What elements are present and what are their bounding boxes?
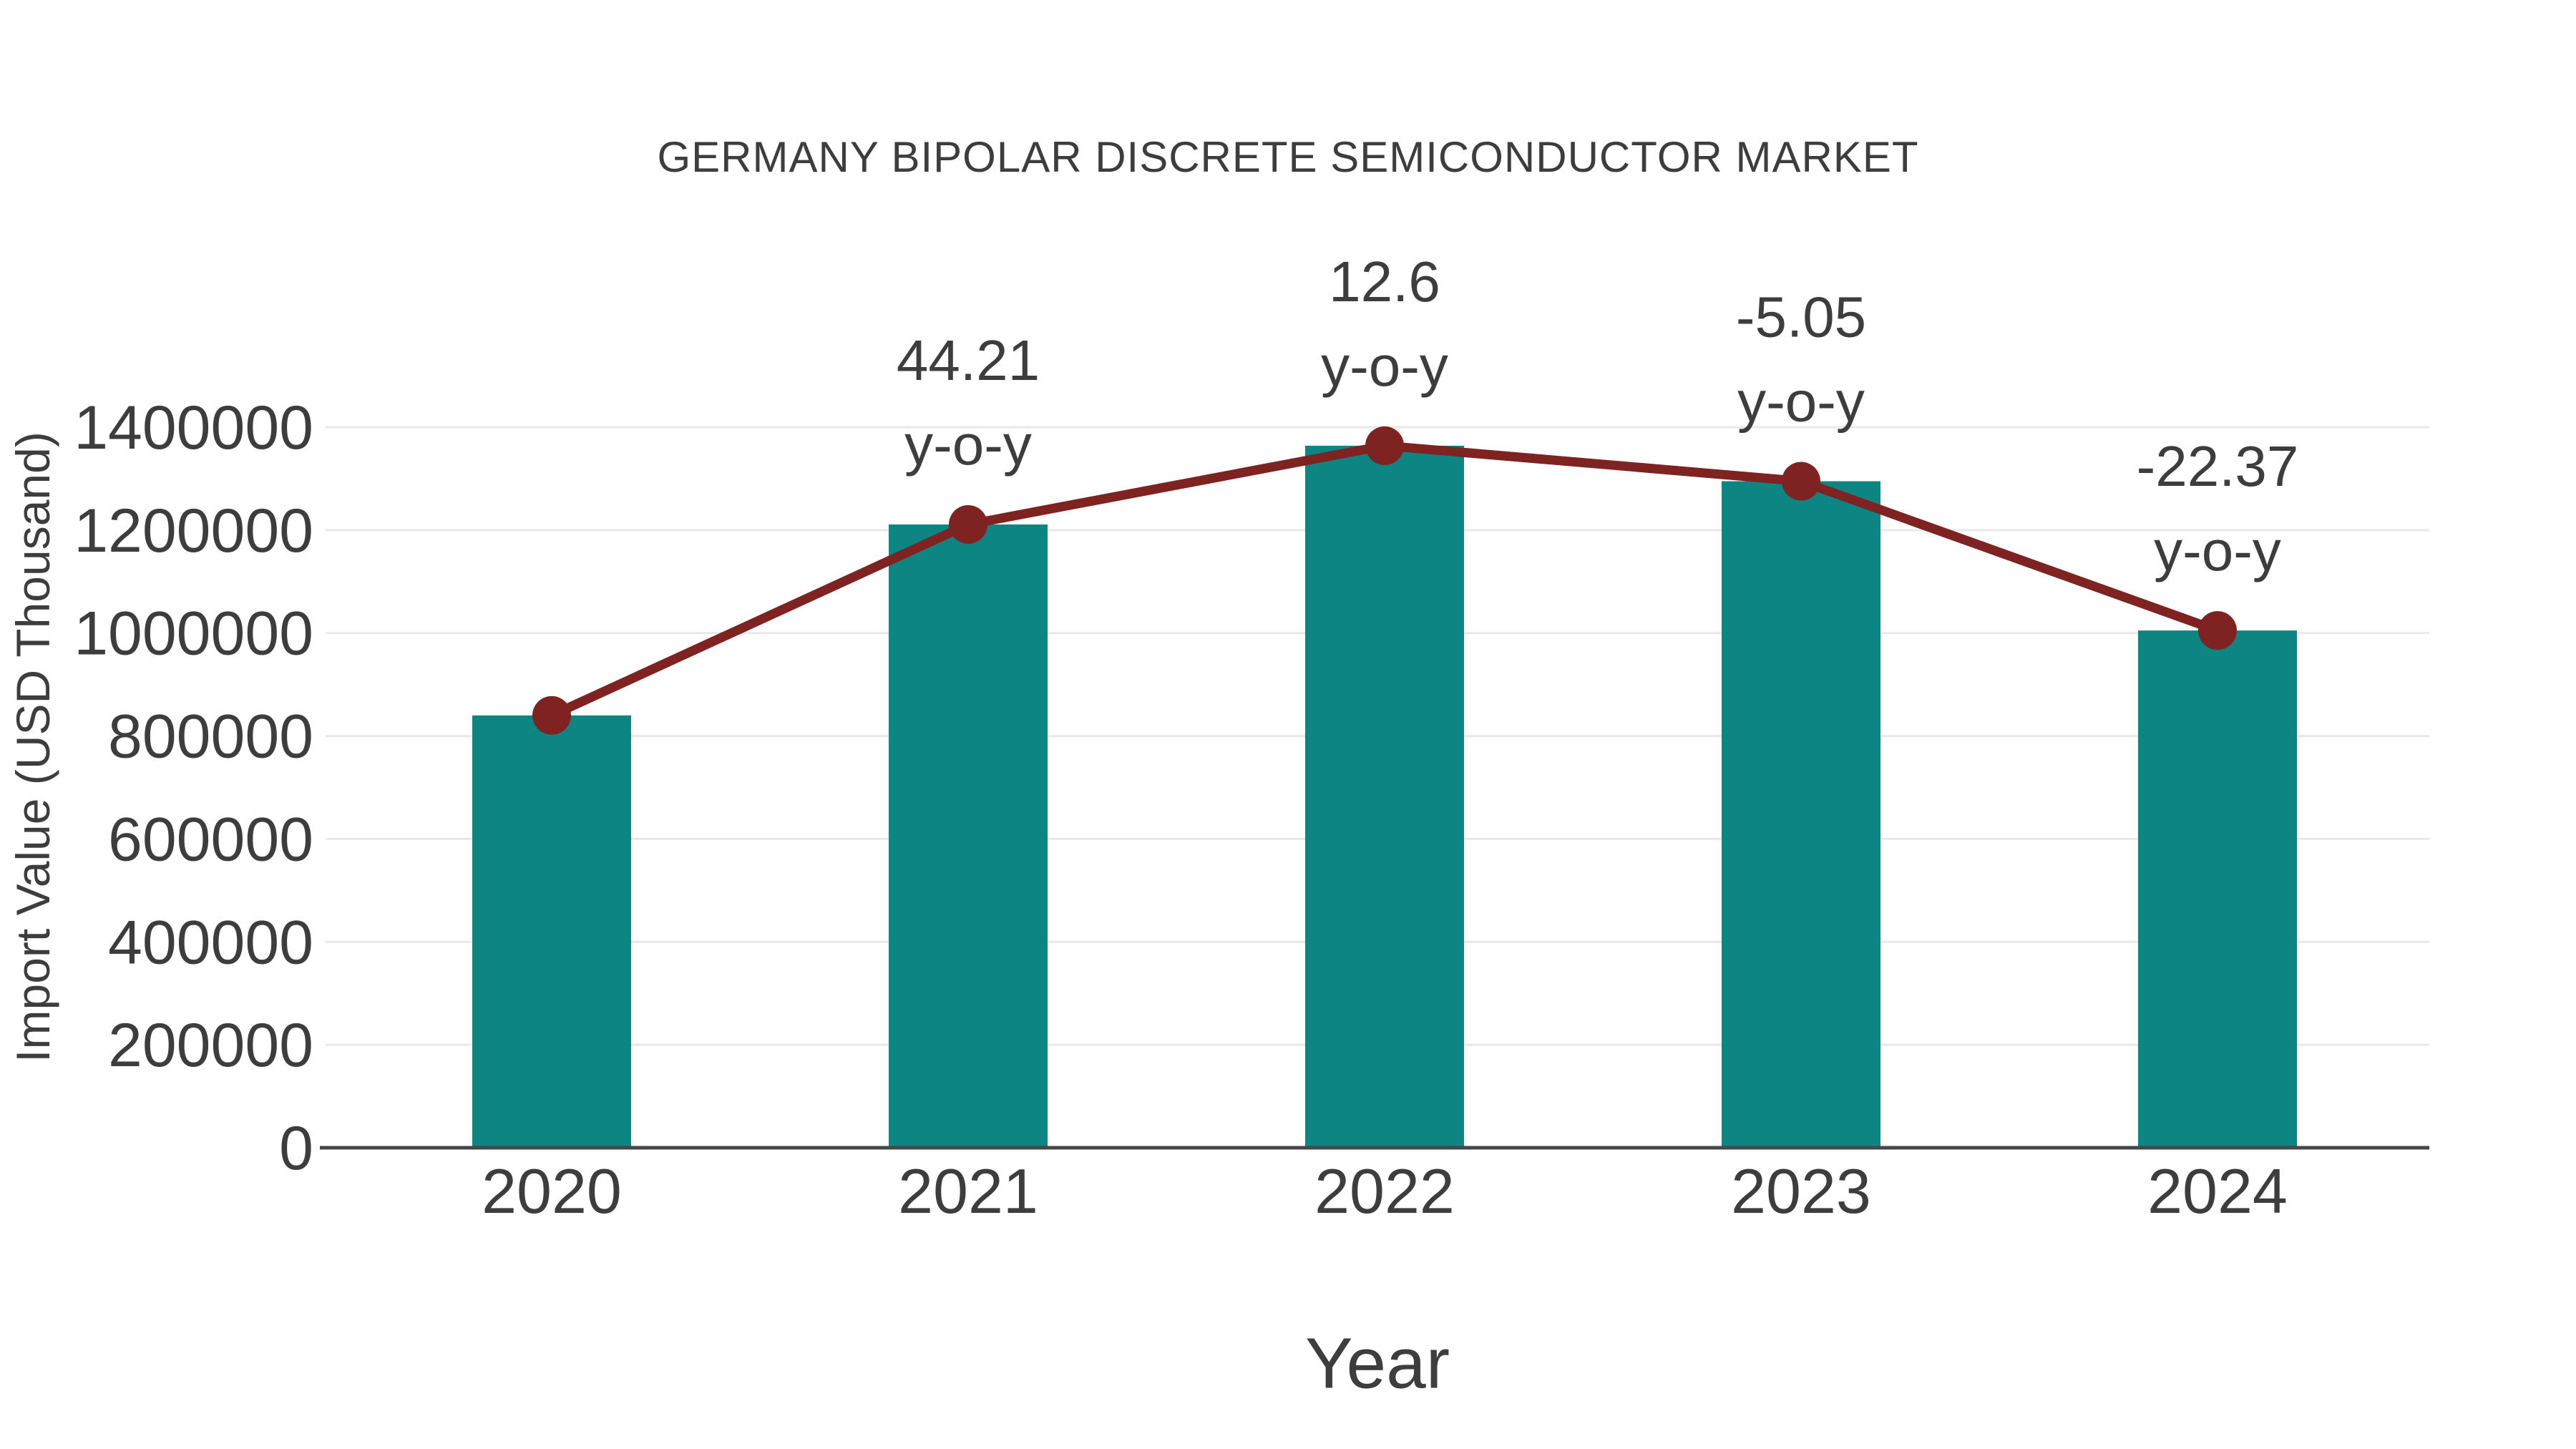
- y-tick-label: 600000: [108, 805, 313, 874]
- y-tick-label: 0: [279, 1114, 313, 1183]
- bar-2024: [2138, 630, 2297, 1148]
- annotation-value-2023: -5.05: [1736, 286, 1866, 349]
- annotation-value-2024: -22.37: [2137, 434, 2299, 498]
- trend-marker-2024: [2198, 611, 2237, 650]
- annotation-suffix-2021: y-o-y: [904, 413, 1032, 477]
- x-tick-label: 2023: [1731, 1156, 1871, 1226]
- bar-2020: [472, 715, 631, 1148]
- bar-2023: [1722, 481, 1880, 1148]
- annotation-suffix-2024: y-o-y: [2154, 519, 2281, 582]
- y-axis-title: Import Value (USD Thousand): [6, 431, 59, 1063]
- y-tick-label: 1200000: [74, 497, 313, 565]
- y-tick-label: 1000000: [74, 600, 313, 668]
- chart-title: GERMANY BIPOLAR DISCRETE SEMICONDUCTOR M…: [657, 133, 1919, 181]
- trend-marker-2020: [532, 696, 571, 735]
- annotation-value-2022: 12.6: [1329, 250, 1440, 313]
- trend-marker-2021: [949, 504, 987, 544]
- bar-2022: [1305, 445, 1464, 1148]
- trend-marker-2022: [1365, 426, 1404, 465]
- x-tick-label: 2024: [2147, 1156, 2288, 1226]
- bar-2021: [889, 524, 1048, 1148]
- annotation-suffix-2022: y-o-y: [1321, 334, 1448, 398]
- trend-marker-2023: [1782, 462, 1820, 501]
- y-tick-label: 800000: [108, 703, 313, 771]
- x-axis-title: Year: [1304, 1323, 1450, 1404]
- y-tick-label: 1400000: [74, 394, 313, 462]
- annotation-suffix-2023: y-o-y: [1737, 370, 1865, 434]
- y-tick-label: 400000: [108, 908, 313, 977]
- annotation-value-2021: 44.21: [897, 328, 1040, 392]
- y-tick-label: 200000: [108, 1011, 313, 1080]
- x-tick-label: 2021: [898, 1156, 1038, 1226]
- x-tick-label: 2022: [1314, 1156, 1455, 1226]
- x-tick-label: 2020: [482, 1156, 622, 1226]
